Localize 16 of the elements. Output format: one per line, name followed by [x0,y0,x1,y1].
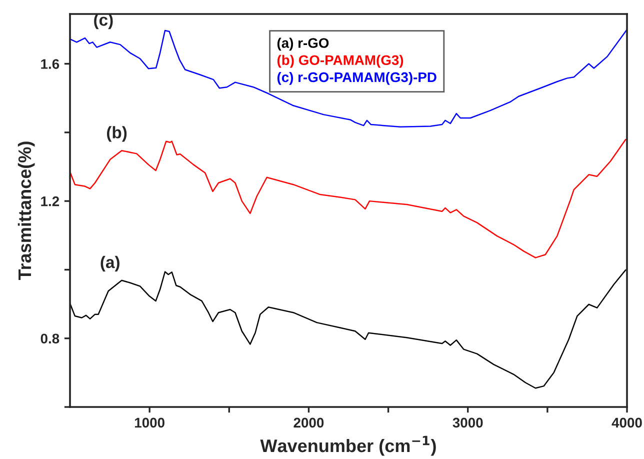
y-tick-label: 1.2 [41,196,60,206]
annotation: (a) [100,256,120,272]
x-tick-label: 4000 [612,418,642,428]
text: (a) r-GO [277,38,329,51]
x-axis-title: Wavenumber (cm$^{−1}$) [260,436,436,456]
text: (b) GO-PAMAM(G3) [277,54,404,68]
x-tick-label: 3000 [452,418,483,428]
annotation: (b) [106,126,127,142]
line-series [70,28,627,128]
y-tick-label: 1.6 [41,59,60,69]
y-axis-title: Trasmittance(%) [18,142,35,280]
annotation: (c) [94,14,113,30]
x-tick-label: 2000 [294,418,324,428]
series-label: (c) r-GO-PAMAM(G3)-PD [277,72,436,85]
y-tick-label: 0.8 [40,334,60,344]
x-tick-label: 1000 [135,418,164,428]
